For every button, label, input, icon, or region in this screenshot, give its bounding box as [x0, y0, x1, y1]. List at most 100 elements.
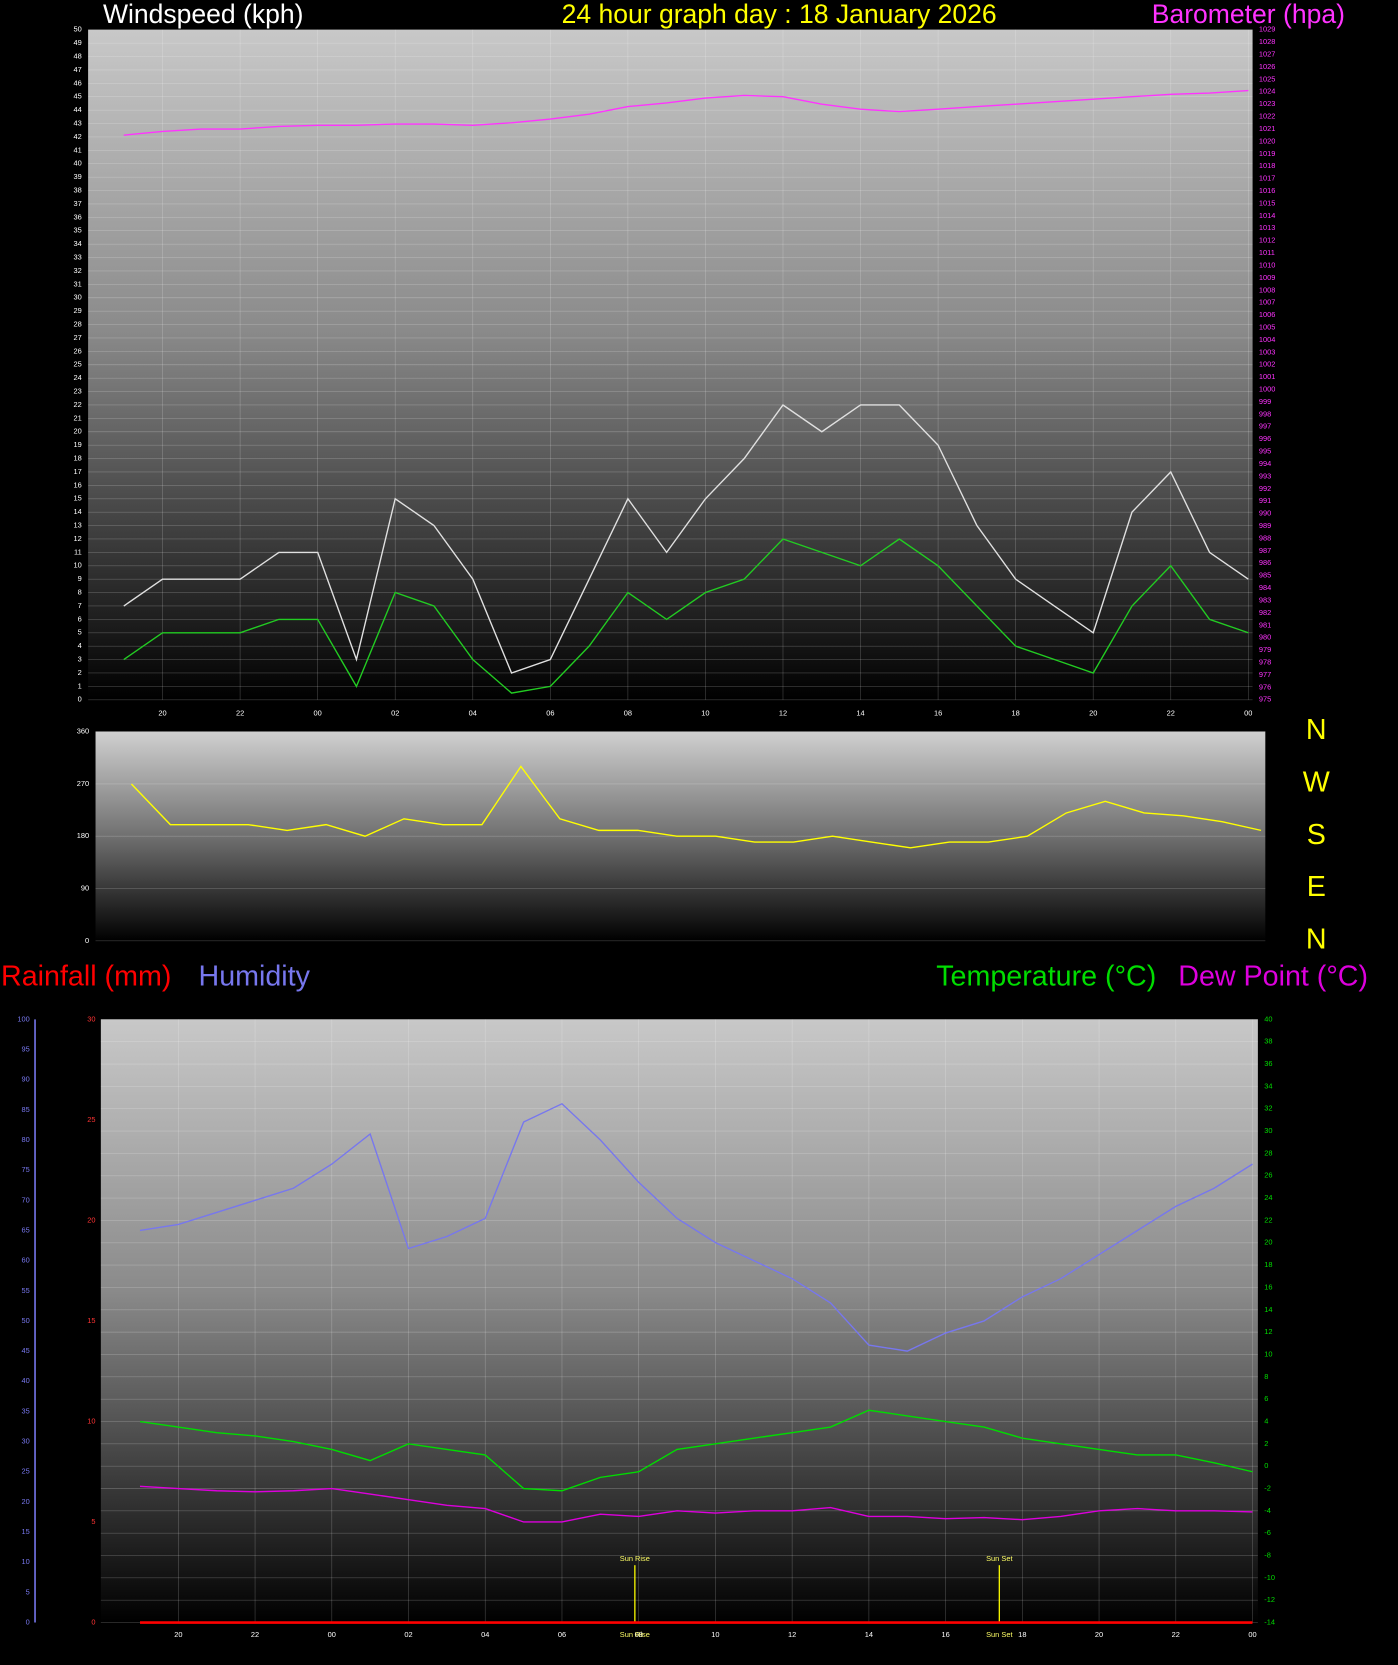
- x-tick-label: 00: [1248, 1630, 1256, 1639]
- y2-tick-label: 999: [1259, 397, 1271, 406]
- y3-tick-label: 15: [21, 1527, 29, 1536]
- y-tick-label: 17: [73, 467, 81, 476]
- y2-tick-label: 1022: [1259, 112, 1276, 121]
- y2-tick-label: 1002: [1259, 360, 1276, 369]
- y2-tick-label: 983: [1259, 595, 1271, 604]
- y2-tick-label: -8: [1264, 1550, 1271, 1559]
- y2-tick-label: 979: [1259, 645, 1271, 654]
- y2-tick-label: 1027: [1259, 50, 1276, 59]
- y2-tick-label: 1016: [1259, 186, 1276, 195]
- x-tick-label: 20: [1089, 709, 1097, 718]
- y-tick-label: 2: [78, 668, 82, 677]
- x-tick-label: 16: [934, 709, 942, 718]
- y-tick-label: 31: [73, 279, 81, 288]
- y2-tick-label: -10: [1264, 1573, 1275, 1582]
- y-tick-label: 35: [73, 226, 81, 235]
- series-line: [123, 538, 1249, 694]
- y2-tick-label: 993: [1259, 471, 1271, 480]
- y2-tick-label: 1023: [1259, 99, 1276, 108]
- y3-tick-label: 75: [21, 1165, 29, 1174]
- y3-tick-label: 45: [21, 1346, 29, 1355]
- y2-tick-label: 1024: [1259, 87, 1276, 96]
- x-tick-label: 10: [711, 1630, 719, 1639]
- y2-tick-label: 981: [1259, 620, 1271, 629]
- y-tick-label: 23: [73, 387, 81, 396]
- series-line: [123, 404, 1249, 674]
- series-line: [139, 1102, 1253, 1352]
- y-tick-label: 50: [73, 25, 81, 34]
- y2-tick-label: 14: [1264, 1305, 1272, 1314]
- direction-label: N: [1306, 923, 1327, 955]
- x-tick-label: 12: [788, 1630, 796, 1639]
- direction-label: N: [1306, 714, 1327, 746]
- y2-tick-label: 1007: [1259, 298, 1276, 307]
- y-tick-label: 25: [87, 1115, 95, 1124]
- y2-tick-label: 996: [1259, 434, 1271, 443]
- legend-rainfall: Rainfall (mm): [1, 961, 171, 993]
- y3-tick-label: 35: [21, 1406, 29, 1415]
- y2-tick-label: 1013: [1259, 223, 1276, 232]
- y2-tick-label: 1015: [1259, 198, 1276, 207]
- y-tick-label: 20: [73, 427, 81, 436]
- chart-title: 24 hour graph day : 18 January 2026: [562, 0, 997, 29]
- y3-tick-label: 95: [21, 1045, 29, 1054]
- y-tick-label: 42: [73, 132, 81, 141]
- legend-windspeed: Windspeed (kph): [103, 0, 304, 29]
- y-tick-label: 44: [73, 105, 81, 114]
- y2-tick-label: 36: [1264, 1059, 1272, 1068]
- y2-tick-label: 994: [1259, 459, 1271, 468]
- y2-tick-label: 16: [1264, 1282, 1272, 1291]
- y-tick-label: 41: [73, 145, 81, 154]
- y2-tick-label: 1021: [1259, 124, 1276, 133]
- y2-tick-label: 1001: [1259, 372, 1276, 381]
- y2-tick-label: 998: [1259, 409, 1271, 418]
- y2-tick-label: -2: [1264, 1483, 1271, 1492]
- plot-area: [100, 1019, 1258, 1623]
- y-tick-label: 37: [73, 199, 81, 208]
- legend-temperature: Temperature (°C): [936, 961, 1156, 993]
- y-tick-label: 18: [73, 454, 81, 463]
- y3-tick-label: 40: [21, 1376, 29, 1385]
- x-tick-label: 02: [391, 709, 399, 718]
- y2-tick-label: 24: [1264, 1193, 1272, 1202]
- y3-tick-label: 5: [26, 1587, 30, 1596]
- y2-tick-label: 1026: [1259, 62, 1276, 71]
- y-tick-label: 27: [73, 333, 81, 342]
- y2-tick-label: 18: [1264, 1260, 1272, 1269]
- x-tick-label: 04: [469, 709, 477, 718]
- x-tick-label: 06: [546, 709, 554, 718]
- y-tick-label: 38: [73, 186, 81, 195]
- series-line: [130, 765, 1262, 849]
- y2-tick-label: 992: [1259, 484, 1271, 493]
- y2-tick-label: 20: [1264, 1238, 1272, 1247]
- y2-tick-label: 26: [1264, 1171, 1272, 1180]
- y3-tick-label: 50: [21, 1316, 29, 1325]
- x-tick-label: 14: [856, 709, 864, 718]
- series-line: [139, 1409, 1253, 1492]
- y2-tick-label: 1012: [1259, 236, 1276, 245]
- x-tick-label: 00: [328, 1630, 336, 1639]
- y-tick-label: 0: [78, 695, 82, 704]
- y-tick-label: 1: [78, 681, 82, 690]
- y2-tick-label: 978: [1259, 658, 1271, 667]
- y-tick-label: 11: [74, 547, 82, 556]
- y-tick-label: 9: [78, 574, 82, 583]
- y2-tick-label: 989: [1259, 521, 1271, 530]
- y2-tick-label: 987: [1259, 546, 1271, 555]
- y2-tick-label: 1006: [1259, 310, 1276, 319]
- x-tick-label: 08: [624, 709, 632, 718]
- y2-tick-label: 997: [1259, 422, 1271, 431]
- y3-tick-label: 60: [21, 1256, 29, 1265]
- x-tick-label: 02: [404, 1630, 412, 1639]
- x-tick-label: 16: [941, 1630, 949, 1639]
- y3-tick-label: 0: [26, 1617, 30, 1626]
- y-tick-label: 8: [78, 588, 82, 597]
- y-tick-label: 6: [78, 614, 82, 623]
- y-tick-label: 46: [73, 78, 81, 87]
- y-tick-label: 0: [91, 1617, 95, 1626]
- x-tick-label: 14: [865, 1630, 873, 1639]
- y-tick-label: 14: [73, 507, 81, 516]
- y3-tick-label: 25: [21, 1467, 29, 1476]
- y-tick-label: 39: [73, 172, 81, 181]
